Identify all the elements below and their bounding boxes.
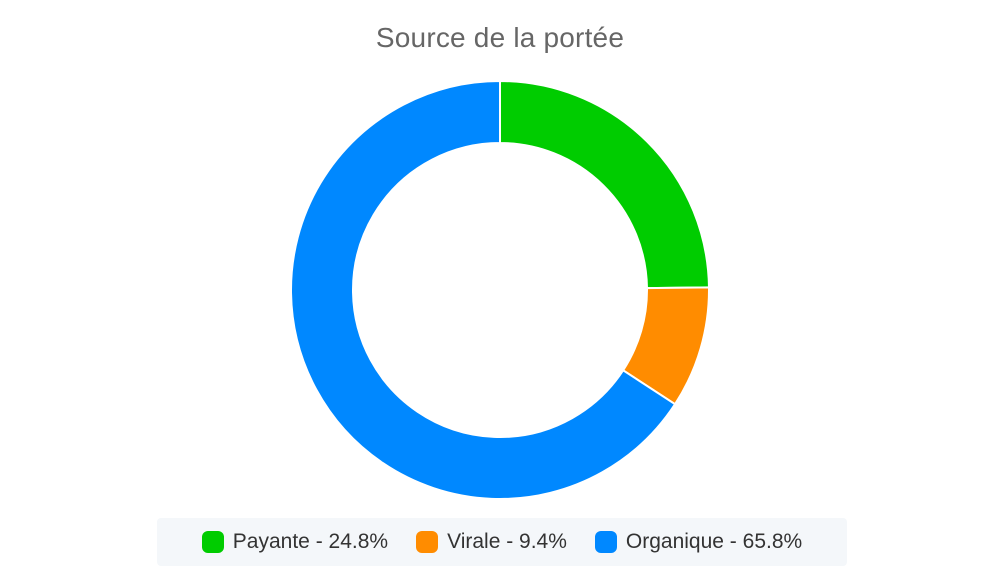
legend-item-payante[interactable]: Payante - 24.8% (201, 530, 389, 554)
legend-swatch-organique (594, 531, 617, 553)
legend-swatch-virale (416, 531, 439, 553)
legend-item-organique[interactable]: Organique - 65.8% (594, 530, 803, 554)
legend: Payante - 24.8% Virale - 9.4% Organique … (157, 518, 847, 566)
legend-label-payante: Payante - 24.8% (232, 530, 389, 553)
legend-label-virale: Virale - 9.4% (447, 530, 567, 553)
legend-swatch-payante (201, 531, 224, 553)
donut-slice-payante[interactable] (499, 79, 710, 290)
chart-title: Source de la portée (375, 22, 625, 53)
donut-slices (290, 79, 710, 500)
donut-slice-organique[interactable] (290, 79, 677, 500)
legend-label-organique: Organique - 65.8% (625, 530, 803, 553)
legend-item-virale[interactable]: Virale - 9.4% (416, 530, 567, 554)
